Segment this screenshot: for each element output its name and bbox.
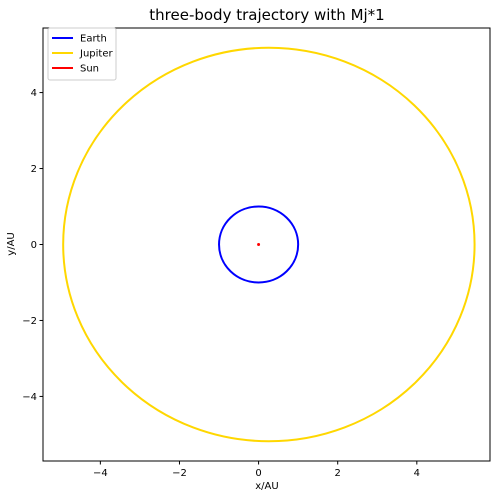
y-tick-label: 4: [31, 88, 37, 99]
x-tick-label: 2: [335, 468, 341, 479]
series-layer: [62, 46, 476, 443]
legend-label-jupiter: Jupiter: [79, 49, 113, 60]
x-tick-label: 0: [255, 468, 261, 479]
legend-label-earth: Earth: [80, 34, 107, 45]
legend: Earth Jupiter Sun: [47, 27, 117, 81]
series-jupiter-trajectory: [62, 46, 476, 443]
plot-area-frame: [42, 27, 491, 462]
series-earth-trajectory: [218, 205, 300, 284]
chart-title: three-body trajectory with Mj*1: [149, 6, 384, 24]
y-axis-label: y/AU: [6, 232, 17, 255]
y-tick-label: 0: [31, 240, 37, 251]
legend-items: Earth Jupiter Sun: [52, 34, 113, 75]
x-tick-label: −4: [93, 468, 108, 479]
x-tick-label: −2: [172, 468, 187, 479]
y-tick-label: −2: [22, 316, 37, 327]
series-sun-trajectory: [257, 243, 261, 246]
y-tick-label: −4: [22, 392, 37, 403]
axis-ticks: −4 −2 0 2 4 −4 −2 0 2 4: [22, 88, 420, 479]
x-tick-label: 4: [414, 468, 420, 479]
legend-label-sun: Sun: [80, 64, 99, 75]
x-axis-label: x/AU: [255, 481, 278, 492]
y-tick-label: 2: [31, 164, 37, 175]
